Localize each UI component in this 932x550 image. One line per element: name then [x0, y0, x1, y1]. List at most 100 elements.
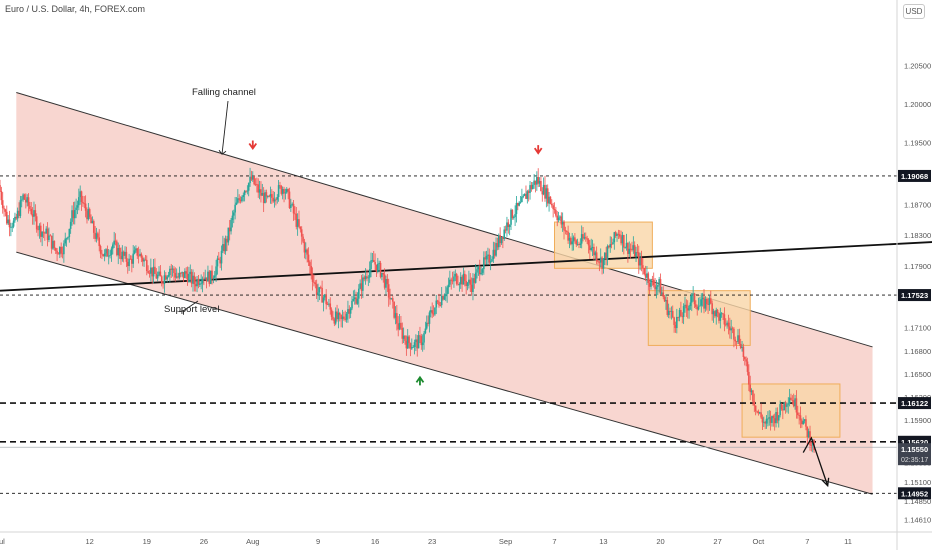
x-tick-label: 7: [552, 537, 556, 546]
candle-body: [160, 276, 163, 284]
candle-body: [25, 199, 27, 203]
candle-body: [673, 317, 675, 326]
candle-body: [647, 273, 650, 283]
candle-body: [265, 192, 268, 197]
candle-body: [290, 204, 292, 208]
candle-body: [367, 277, 370, 279]
candle-body: [227, 227, 230, 243]
candle-body: [71, 210, 73, 222]
candle-body: [23, 194, 26, 200]
candle-body: [587, 239, 590, 246]
candle-body: [624, 247, 626, 249]
candle-body: [45, 228, 48, 234]
candle-body: [375, 264, 378, 272]
candle-body: [363, 277, 366, 280]
candle-body: [94, 232, 96, 239]
candle-body: [326, 304, 329, 306]
candle-body: [98, 237, 101, 247]
candle-body: [526, 191, 529, 199]
candle-body: [406, 336, 409, 349]
candle-body: [97, 233, 99, 238]
candle-body: [366, 276, 368, 279]
candle-body: [572, 237, 575, 242]
candle-body: [597, 261, 599, 262]
candle-body: [135, 248, 137, 251]
candle-body: [82, 201, 84, 204]
candle-body: [291, 203, 294, 205]
candle-body: [10, 226, 12, 228]
candle-body: [148, 272, 151, 274]
y-tick-label: 1.15100: [904, 478, 931, 487]
candle-body: [391, 298, 394, 302]
candle-body: [601, 257, 603, 269]
x-tick-label: Oct: [753, 537, 766, 546]
candle-body: [48, 235, 50, 240]
candle-body: [657, 285, 659, 287]
candle-body: [764, 421, 766, 424]
candle-body: [378, 262, 380, 264]
support-trendline: [0, 241, 932, 292]
candle-body: [417, 335, 420, 349]
candle-body: [690, 294, 693, 303]
candle-body: [348, 309, 351, 314]
candle-body: [83, 203, 86, 205]
candle-body: [476, 269, 478, 273]
candle-body: [670, 310, 673, 312]
candle-body: [743, 357, 746, 360]
candle-body: [602, 258, 605, 269]
candle-body: [224, 238, 227, 252]
candle-body: [317, 292, 319, 296]
candle-body: [129, 258, 132, 260]
projection-path: [802, 436, 829, 486]
candle-body: [735, 341, 738, 343]
y-tick-label: 1.20500: [904, 62, 931, 71]
candle-body: [226, 238, 228, 243]
candle-body: [707, 304, 709, 305]
candle-body: [114, 240, 117, 242]
price-label-box: [898, 289, 931, 302]
candle-body: [34, 210, 37, 217]
candle-body: [38, 225, 41, 230]
x-tick-label: 7: [805, 537, 809, 546]
candle-body: [434, 307, 436, 315]
candle-body: [133, 250, 136, 254]
candle-body: [435, 300, 438, 308]
candle-body: [549, 196, 552, 204]
candle-body: [99, 246, 102, 254]
candle-body: [553, 209, 556, 210]
candle-body: [427, 322, 429, 324]
candle-body: [629, 248, 632, 250]
candle-body: [522, 195, 525, 197]
candle-body: [260, 189, 262, 196]
candle-body: [216, 258, 219, 267]
candle-body: [481, 269, 484, 273]
currency-badge[interactable]: USD: [903, 4, 925, 19]
callout-arrow-icon: [183, 300, 199, 312]
candle-body: [801, 420, 803, 425]
candle-body: [141, 257, 144, 262]
candle-body: [567, 231, 569, 241]
candle-body: [783, 402, 785, 411]
candle-body: [311, 274, 314, 282]
candle-body: [493, 249, 496, 256]
candle-body: [786, 404, 788, 407]
candle-body: [300, 229, 303, 237]
candle-body: [112, 244, 114, 249]
candle-body: [421, 342, 424, 346]
price-label-box: [898, 397, 931, 410]
candle-body: [676, 316, 678, 329]
annotations: Falling channel Support level: [164, 87, 256, 315]
candle-body: [116, 241, 118, 256]
candle-body: [343, 316, 345, 319]
up-arrow-icon: [415, 375, 425, 386]
candle-body: [374, 262, 376, 265]
candle-body: [46, 228, 49, 240]
candle-body: [137, 255, 140, 257]
candle-body: [44, 232, 46, 234]
channel-lower-line: [16, 251, 873, 495]
candle-body: [95, 233, 98, 239]
candle-body: [213, 275, 216, 278]
candle-body: [79, 191, 81, 198]
